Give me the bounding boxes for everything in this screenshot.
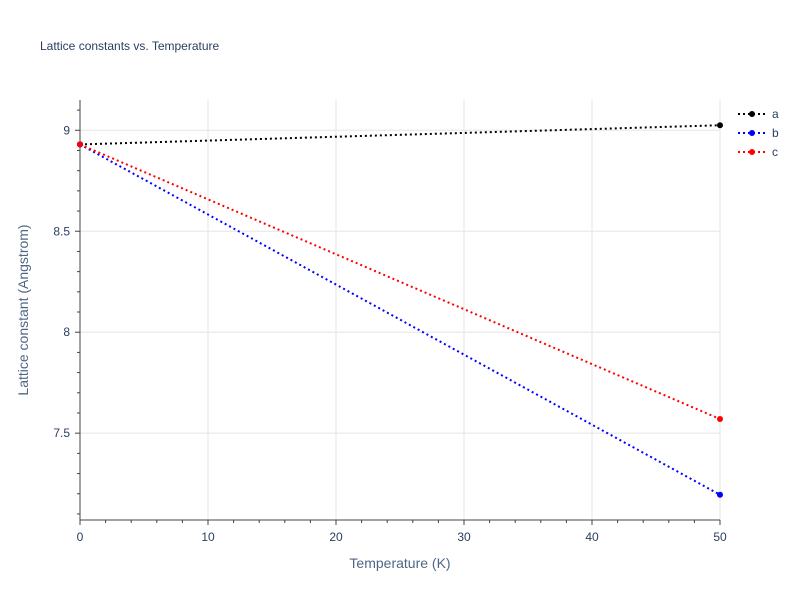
data-point-c[interactable] — [77, 141, 83, 148]
series-c — [77, 141, 723, 423]
legend-item-b[interactable]: b — [738, 126, 779, 140]
y-axis-title: Lattice constant (Angstrom) — [15, 224, 31, 395]
legend-item-c[interactable]: c — [738, 145, 778, 159]
series-line-c — [79, 143, 721, 420]
series-line-b — [79, 143, 721, 496]
x-tick-labels: 0 10 20 30 40 50 — [77, 530, 727, 544]
legend-label: a — [772, 107, 779, 121]
x-tick-label: 40 — [585, 530, 599, 544]
x-tick-label: 50 — [713, 530, 727, 544]
y-tick-label: 8.5 — [53, 224, 70, 238]
data-point-b[interactable] — [717, 491, 723, 498]
legend-item-a[interactable]: a — [738, 107, 779, 121]
legend-swatch-marker — [749, 130, 755, 136]
data-point-c[interactable] — [717, 416, 723, 423]
axes — [75, 100, 721, 525]
legend-label: b — [772, 126, 779, 140]
y-tick-labels: 7.5 8 8.5 9 — [53, 123, 70, 440]
x-tick-label: 20 — [329, 530, 343, 544]
x-tick-label: 0 — [77, 530, 84, 544]
y-tick-label: 7.5 — [53, 426, 70, 440]
legend[interactable]: abc — [738, 107, 779, 159]
x-tick-label: 30 — [457, 530, 471, 544]
y-tick-label: 9 — [63, 123, 70, 137]
series-line-a — [79, 124, 721, 146]
x-tick-label: 10 — [201, 530, 215, 544]
legend-label: c — [772, 145, 778, 159]
x-axis-title: Temperature (K) — [349, 555, 450, 571]
grid — [80, 100, 721, 520]
chart-title: Lattice constants vs. Temperature — [40, 39, 220, 53]
series-layer — [77, 122, 723, 498]
legend-swatch-marker — [749, 111, 755, 117]
y-tick-label: 8 — [63, 325, 70, 339]
data-point-a[interactable] — [717, 122, 723, 129]
legend-swatch-marker — [749, 149, 755, 155]
